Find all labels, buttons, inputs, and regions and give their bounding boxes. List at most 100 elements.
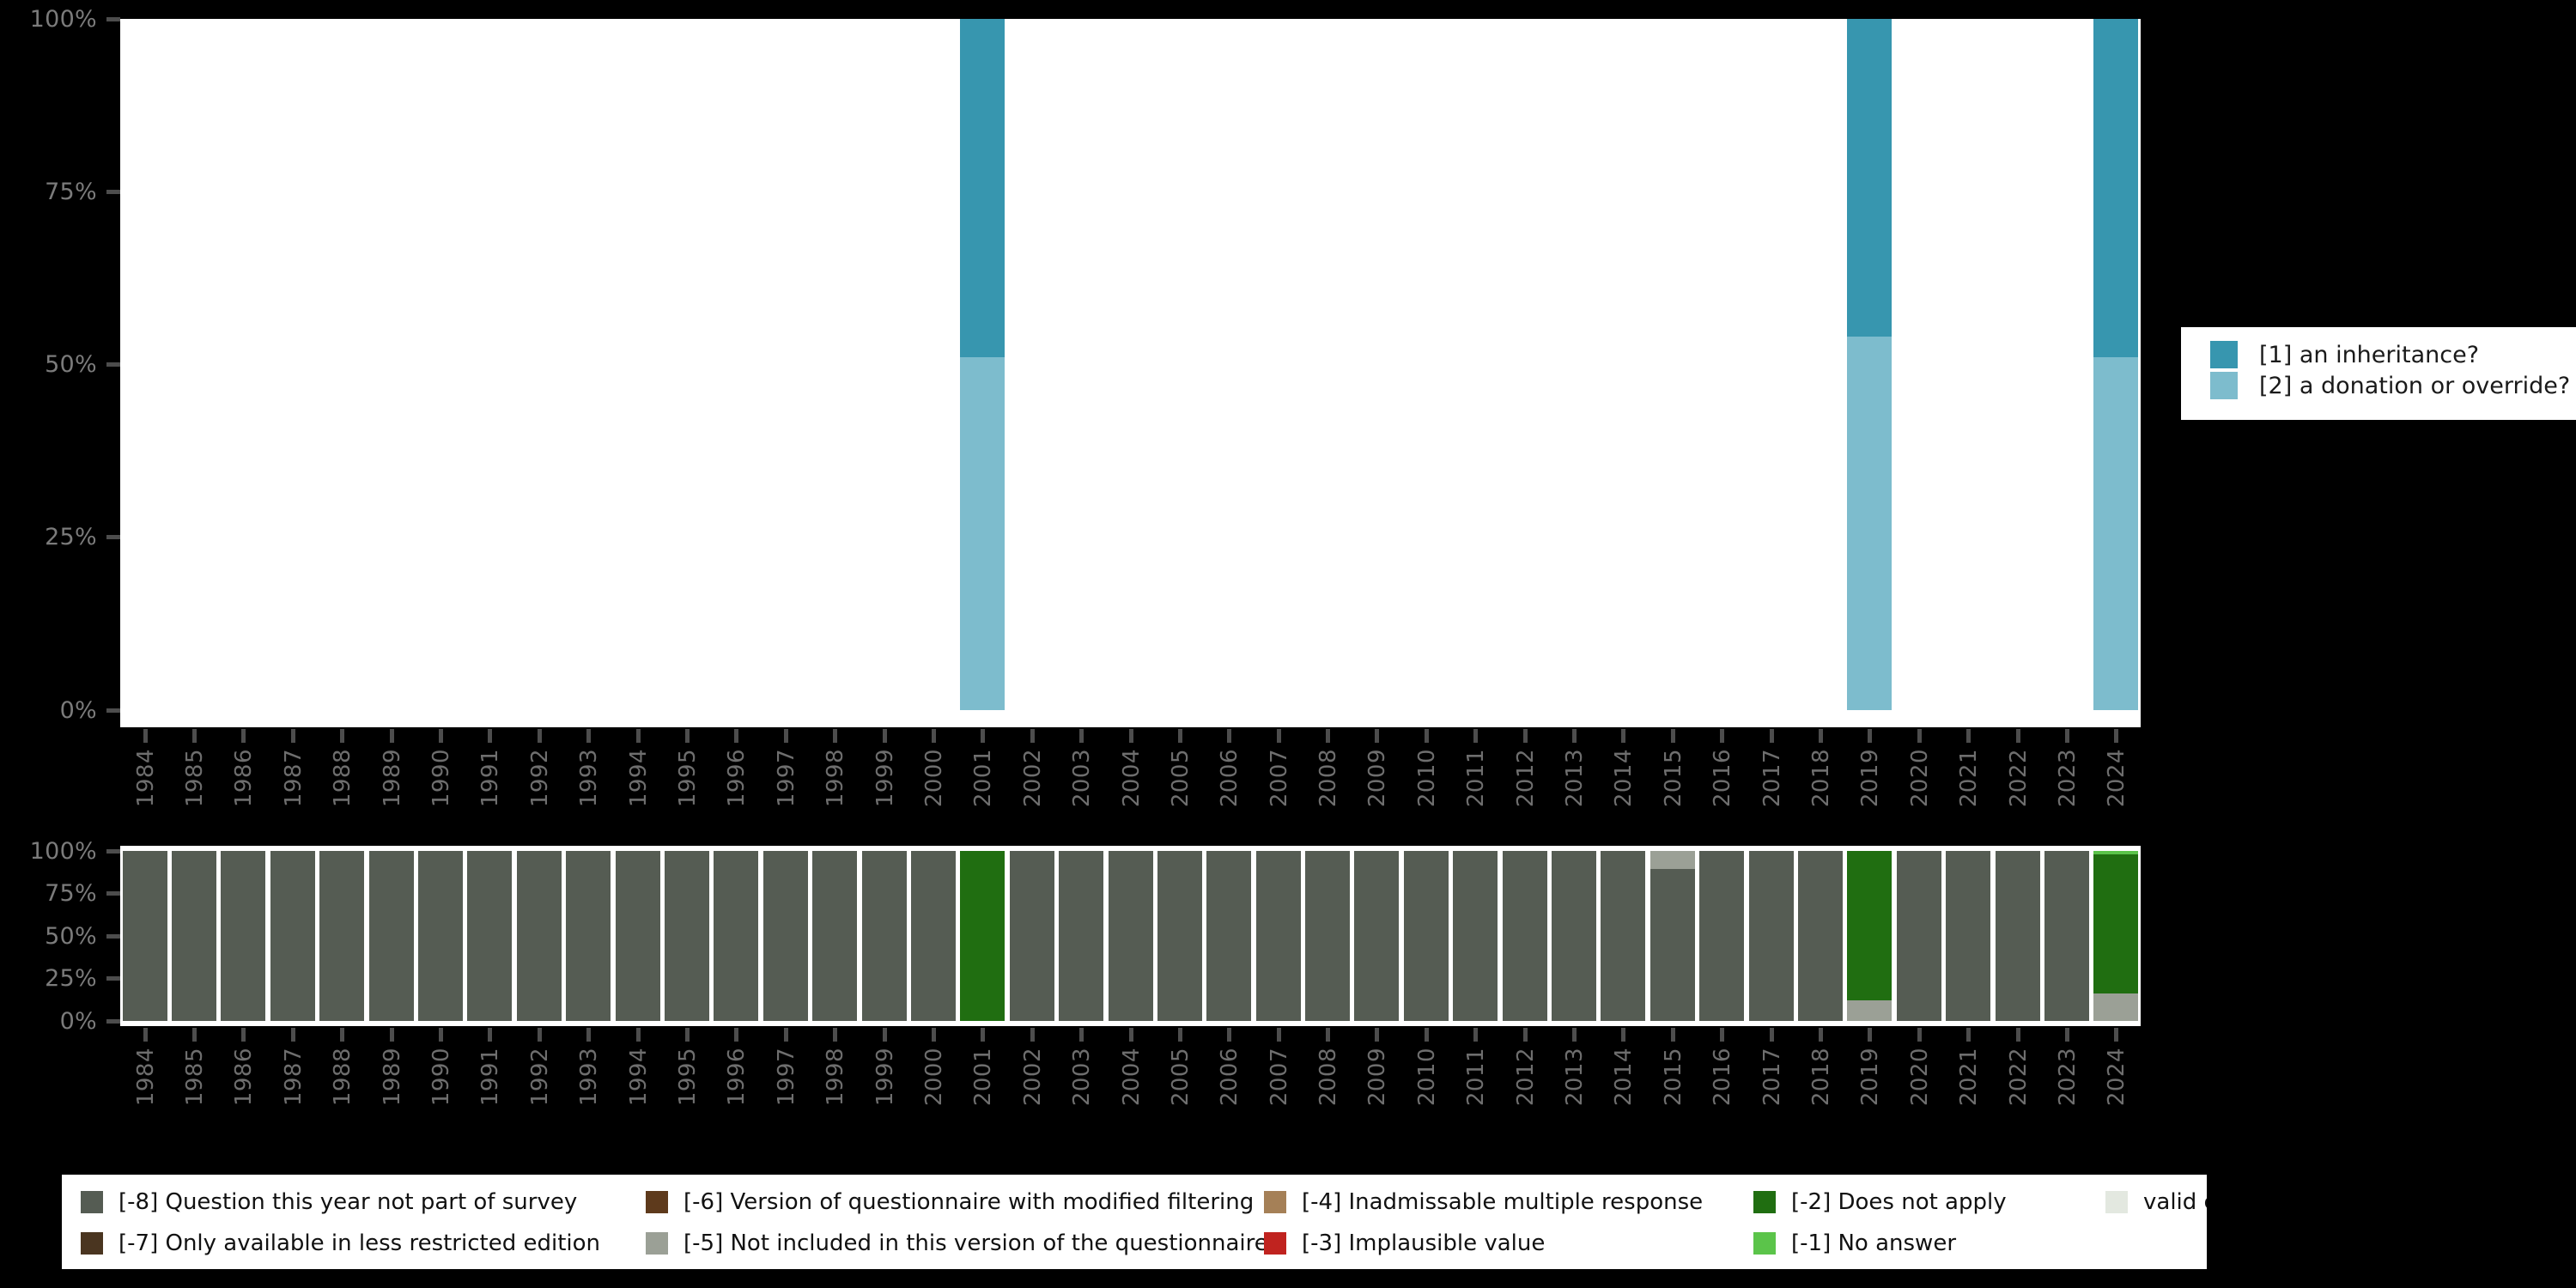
top-y-tick-label: 75% [45, 178, 97, 205]
bottom-x-tick [241, 1028, 246, 1042]
bottom-legend-swatch [1264, 1191, 1286, 1213]
bottom-legend-item[interactable]: [-2] Does not apply [1753, 1187, 2007, 1218]
top-x-tick [1375, 729, 1380, 743]
bottom-bar-segment [1699, 851, 1745, 1021]
bottom-legend-label: [-2] Does not apply [1791, 1189, 2007, 1215]
bottom-legend-item[interactable]: [-5] Not included in this version of the… [646, 1228, 1268, 1259]
bottom-bar-segment [1847, 1000, 1893, 1021]
top-x-tick [833, 729, 838, 743]
bottom-legend-swatch [646, 1191, 668, 1213]
bottom-x-tick [1769, 1028, 1774, 1042]
bottom-x-tick [1522, 1028, 1528, 1042]
bottom-bar-2003 [1059, 851, 1104, 1021]
bottom-legend-item[interactable]: [-6] Version of questionnaire with modif… [646, 1187, 1254, 1218]
bottom-legend-item[interactable]: [-8] Question this year not part of surv… [81, 1187, 577, 1218]
bottom-legend-label: valid cases [2143, 1189, 2207, 1215]
top-legend: [1] an inheritance? [2] a donation or ove… [2181, 327, 2576, 420]
bottom-x-tick [684, 1028, 690, 1042]
top-x-tick [981, 729, 986, 743]
top-y-tick-mark [106, 16, 120, 21]
bottom-legend-label: [-5] Not included in this version of the… [683, 1230, 1268, 1256]
top-x-tick [340, 729, 345, 743]
bottom-x-label-2020: 2020 [1906, 1048, 1933, 1107]
top-legend-item[interactable]: [1] an inheritance? [2210, 339, 2576, 370]
bottom-x-label-1995: 1995 [674, 1048, 701, 1107]
top-y-tick: 25% [45, 523, 120, 552]
top-x-label-2016: 2016 [1710, 749, 1736, 808]
bottom-legend-label: [-6] Version of questionnaire with modif… [683, 1189, 1255, 1215]
bottom-legend-label: [-4] Inadmissable multiple response [1302, 1189, 1704, 1215]
bottom-bar-segment [1255, 851, 1301, 1021]
bottom-bar-1999 [861, 851, 907, 1021]
bottom-bar-1992 [516, 851, 562, 1021]
bottom-bar-2000 [910, 851, 956, 1021]
top-x-label-2013: 2013 [1562, 749, 1588, 808]
bottom-y-tick-label: 0% [59, 1007, 97, 1035]
bottom-y-tick-label: 25% [45, 965, 97, 992]
bottom-x-tick [1670, 1028, 1675, 1042]
bottom-bar-2017 [1748, 851, 1794, 1021]
bottom-bar-segment [418, 851, 464, 1021]
bottom-x-tick [1917, 1028, 1922, 1042]
bottom-bar-segment [615, 851, 660, 1021]
top-x-label-2000: 2000 [920, 749, 947, 808]
bottom-x-tick [290, 1028, 295, 1042]
top-x-tick [2064, 729, 2069, 743]
top-x-label-2022: 2022 [2005, 749, 2032, 808]
bottom-y-tick-mark [106, 1018, 120, 1024]
bottom-y-tick: 75% [45, 879, 120, 908]
bottom-legend-item[interactable]: [-4] Inadmissable multiple response [1264, 1187, 1703, 1218]
bottom-legend-item[interactable]: valid cases [2105, 1187, 2207, 1218]
bottom-legend-item[interactable]: [-3] Implausible value [1264, 1228, 1545, 1259]
top-x-label-2001: 2001 [970, 749, 997, 808]
top-legend-item[interactable]: [2] a donation or override? [2210, 370, 2576, 401]
bottom-bar-segment [1797, 851, 1843, 1021]
bottom-x-tick [1030, 1028, 1035, 1042]
bottom-x-tick [1720, 1028, 1725, 1042]
bottom-x-label-1985: 1985 [182, 1048, 209, 1107]
top-x-label-2019: 2019 [1857, 749, 1884, 808]
top-x-label-2021: 2021 [1956, 749, 1983, 808]
bottom-bar-1985 [172, 851, 217, 1021]
top-y-tick-mark [106, 708, 120, 713]
top-x-label-1988: 1988 [330, 749, 356, 808]
top-x-tick [783, 729, 788, 743]
bottom-bar-1996 [714, 851, 759, 1021]
top-bar-2019 [1847, 19, 1893, 710]
top-x-tick [537, 729, 542, 743]
bottom-bar-segment [1108, 851, 1153, 1021]
bottom-x-label-1992: 1992 [526, 1048, 553, 1107]
bottom-y-tick-label: 75% [45, 880, 97, 907]
bottom-x-label-1996: 1996 [724, 1048, 750, 1107]
top-x-label-2011: 2011 [1463, 749, 1490, 808]
bottom-bar-2010 [1403, 851, 1449, 1021]
bottom-bar-2022 [1995, 851, 2040, 1021]
top-x-tick [1128, 729, 1133, 743]
bottom-x-label-1999: 1999 [872, 1048, 898, 1107]
top-x-tick [1522, 729, 1528, 743]
bottom-bar-2016 [1699, 851, 1745, 1021]
bottom-x-tick [586, 1028, 592, 1042]
bottom-bar-segment [1009, 851, 1054, 1021]
top-x-tick [192, 729, 197, 743]
bottom-x-tick [340, 1028, 345, 1042]
bottom-y-tick: 0% [60, 1006, 120, 1036]
bottom-bar-segment [516, 851, 562, 1021]
top-bar-segment-donation [960, 357, 1005, 710]
top-x-label-2014: 2014 [1611, 749, 1637, 808]
bottom-bar-2009 [1354, 851, 1400, 1021]
bottom-legend-item[interactable]: [-1] No answer [1753, 1228, 1956, 1259]
bottom-legend-item[interactable]: [-7] Only available in less restricted e… [81, 1228, 600, 1259]
bottom-bar-2004 [1108, 851, 1153, 1021]
bottom-bar-segment [664, 851, 709, 1021]
bottom-x-tick [1572, 1028, 1577, 1042]
bottom-bar-1997 [762, 851, 808, 1021]
bottom-bar-segment [1995, 851, 2040, 1021]
bottom-y-tick: 50% [45, 921, 120, 951]
top-x-tick [1276, 729, 1281, 743]
top-x-label-1996: 1996 [724, 749, 750, 808]
bottom-bar-segment [1649, 851, 1695, 870]
bottom-legend-swatch [81, 1191, 103, 1213]
top-x-label-2006: 2006 [1217, 749, 1243, 808]
top-x-tick [684, 729, 690, 743]
